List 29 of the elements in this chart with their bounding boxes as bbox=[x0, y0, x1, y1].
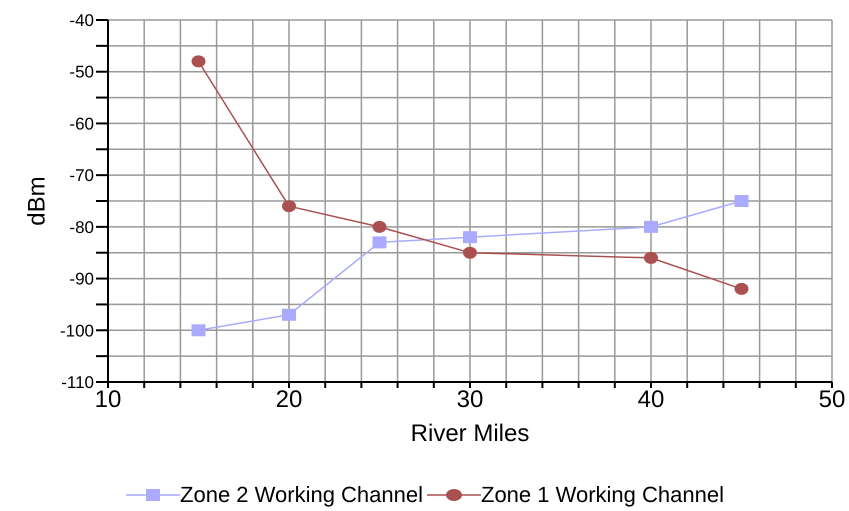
x-tick-label: 40 bbox=[638, 386, 664, 414]
point bbox=[282, 200, 296, 212]
x-axis-title: River Miles bbox=[410, 420, 530, 448]
point bbox=[463, 246, 477, 259]
legend-label: Zone 1 Working Channel bbox=[480, 482, 724, 508]
x-tick-label: 20 bbox=[276, 386, 302, 414]
point bbox=[372, 236, 386, 248]
point bbox=[734, 282, 748, 295]
y-tick-label: -90 bbox=[69, 270, 94, 289]
x-tick-label: 50 bbox=[818, 386, 846, 414]
y-tick-label: -70 bbox=[69, 166, 94, 186]
x-tick-label: 10 bbox=[94, 386, 122, 414]
y-tick-label: -40 bbox=[69, 11, 94, 30]
y-tick-label: -60 bbox=[69, 114, 94, 134]
y-axis-title: dBm bbox=[24, 176, 51, 226]
point bbox=[192, 324, 206, 336]
point bbox=[463, 231, 477, 244]
point bbox=[734, 195, 748, 207]
x-tick-label: 30 bbox=[456, 386, 484, 414]
point bbox=[644, 220, 658, 233]
point bbox=[282, 308, 296, 321]
y-tick-label: -50 bbox=[69, 62, 94, 82]
point bbox=[372, 220, 386, 233]
legend-label: Zone 2 Working Channel bbox=[179, 482, 423, 508]
point bbox=[644, 252, 658, 264]
y-tick-label: -100 bbox=[60, 321, 94, 340]
point bbox=[192, 55, 206, 68]
y-tick-label: -110 bbox=[61, 373, 94, 392]
y-tick-label: -80 bbox=[69, 218, 94, 237]
